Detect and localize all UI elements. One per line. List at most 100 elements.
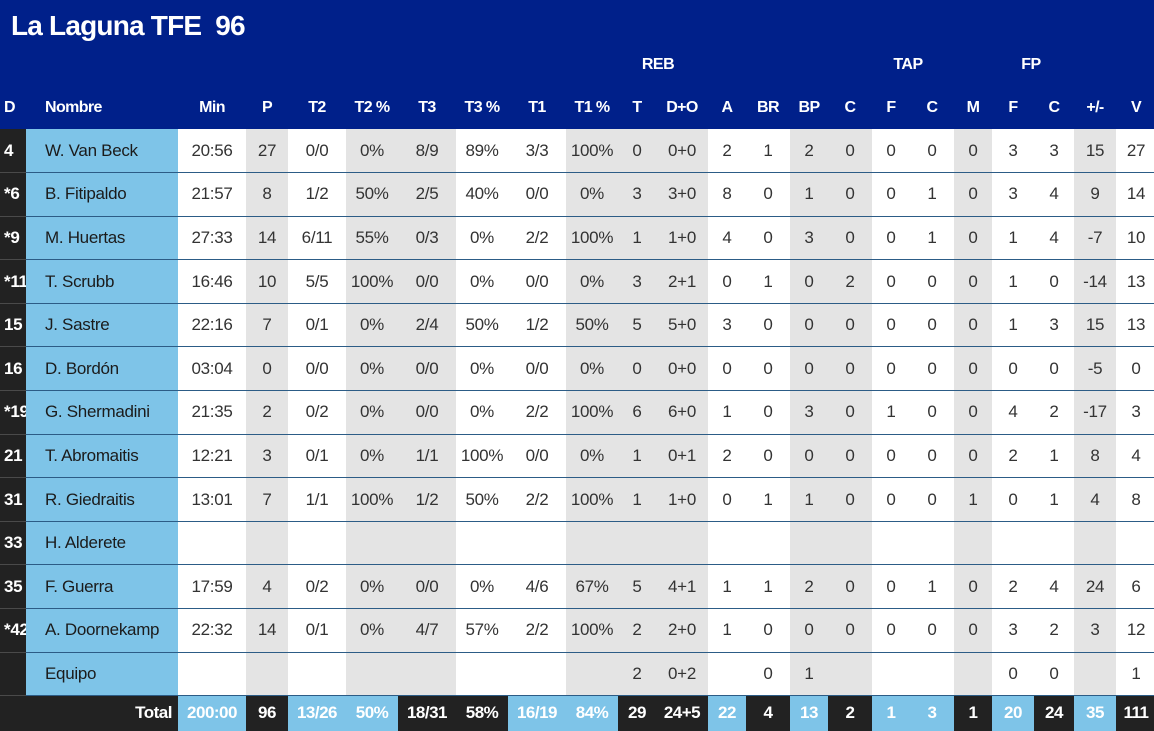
column-header-a[interactable]: A — [708, 87, 746, 129]
column-header-reb-do[interactable]: D+O — [656, 87, 708, 129]
stat-tap-c2: 1 — [910, 172, 954, 217]
stat-tap-c: 0 — [828, 608, 872, 653]
stat-reb-do: 4+1 — [656, 564, 708, 610]
stat-plus-minus: -14 — [1074, 259, 1116, 304]
player-name[interactable]: G. Shermadini — [26, 390, 178, 435]
group-header-tap: TAP — [893, 56, 923, 73]
column-header-fp-c[interactable]: C — [1034, 87, 1074, 129]
stat-m: 0 — [954, 346, 992, 392]
stat-plus-minus: 15 — [1074, 303, 1116, 348]
column-header-t3[interactable]: T3 — [398, 87, 456, 129]
stat-tap-c: 0 — [828, 172, 872, 217]
column-header-v[interactable]: V — [1116, 87, 1154, 129]
stat-t2-pct — [346, 652, 398, 697]
stat-tap-f: 0 — [872, 216, 910, 261]
column-header-reb-t[interactable]: T — [618, 87, 656, 129]
stat-reb-do: 1+0 — [656, 477, 708, 522]
column-header-t1-pct[interactable]: T1 % — [566, 87, 618, 129]
stat-m — [954, 652, 992, 697]
column-header-tap-c[interactable]: C — [828, 87, 872, 129]
stat-t1 — [508, 652, 566, 697]
stat-a: 1 — [708, 608, 746, 653]
player-number: *19 — [0, 390, 26, 435]
stat-reb-do: 2+1 — [656, 259, 708, 304]
stat-t2 — [288, 652, 346, 697]
stat-tap-c: 0 — [828, 477, 872, 522]
player-name[interactable]: A. Doornekamp — [26, 608, 178, 653]
stat-br — [746, 521, 790, 566]
box-score-table: D Nombre Min P T2 T2 % T3 T3 % T1 T1 % T D+O A BR BP C F… — [0, 87, 1154, 731]
column-header-tap-f[interactable]: F — [872, 87, 910, 129]
player-name[interactable]: W. Van Beck — [26, 129, 178, 174]
player-number: 35 — [0, 564, 26, 610]
stat-bp: 3 — [790, 216, 828, 261]
column-header-plus-minus[interactable]: +/- — [1074, 87, 1116, 129]
column-header-tap-c2[interactable]: C — [910, 87, 954, 129]
stat-t3-pct: 89% — [456, 129, 508, 174]
column-header-m[interactable]: M — [954, 87, 992, 129]
stat-v: 27 — [1116, 129, 1154, 174]
column-header-dor[interactable]: D — [0, 87, 26, 129]
table-row: 21 T. Abromaitis 12:21 3 0/1 0% 1/1 100% 0/0 0% 1 0… — [0, 434, 1154, 479]
stat-tap-c2 — [910, 521, 954, 566]
stat-t1: 2/2 — [508, 608, 566, 653]
stat-min — [178, 521, 246, 566]
stat-bp: 1 — [790, 652, 828, 697]
player-name[interactable]: T. Scrubb — [26, 259, 178, 304]
stat-t3: 0/3 — [398, 216, 456, 261]
stat-t1: 0/0 — [508, 259, 566, 304]
stat-t2: 0/1 — [288, 434, 346, 479]
stat-tap-c2: 0 — [910, 608, 954, 653]
stat-bp: 0 — [790, 434, 828, 479]
stat-fp-c: 4 — [1034, 564, 1074, 610]
team-title-bar: La Laguna TFE 96 REB TAP FP — [0, 0, 1154, 87]
player-name[interactable]: R. Giedraitis — [26, 477, 178, 522]
stat-m: 0 — [954, 303, 992, 348]
stat-tap-c2: 1 — [910, 564, 954, 610]
player-name[interactable]: T. Abromaitis — [26, 434, 178, 479]
player-name[interactable]: Equipo — [26, 652, 178, 697]
stat-t3-pct: 50% — [456, 303, 508, 348]
stat-p: 3 — [246, 434, 288, 479]
player-name[interactable]: D. Bordón — [26, 346, 178, 392]
stat-fp-c: 0 — [1034, 346, 1074, 392]
player-name[interactable]: B. Fitipaldo — [26, 172, 178, 217]
column-header-fp-f[interactable]: F — [992, 87, 1034, 129]
stat-t1 — [508, 521, 566, 566]
column-header-t1[interactable]: T1 — [508, 87, 566, 129]
player-name[interactable]: F. Guerra — [26, 564, 178, 610]
player-number: *6 — [0, 172, 26, 217]
player-name[interactable]: M. Huertas — [26, 216, 178, 261]
stat-fp-f: 0 — [992, 652, 1034, 697]
column-header-t2[interactable]: T2 — [288, 87, 346, 129]
column-header-nombre[interactable]: Nombre — [26, 87, 178, 129]
player-name[interactable]: J. Sastre — [26, 303, 178, 348]
stat-fp-f: 4 — [992, 390, 1034, 435]
total-p: 96 — [246, 695, 288, 731]
stat-br: 0 — [746, 434, 790, 479]
stat-tap-c: 0 — [828, 434, 872, 479]
column-header-p[interactable]: P — [246, 87, 288, 129]
stat-tap-c: 0 — [828, 303, 872, 348]
column-header-bp[interactable]: BP — [790, 87, 828, 129]
stat-br: 0 — [746, 390, 790, 435]
stat-tap-f: 1 — [872, 390, 910, 435]
column-header-br[interactable]: BR — [746, 87, 790, 129]
stat-min: 22:32 — [178, 608, 246, 653]
player-name[interactable]: H. Alderete — [26, 521, 178, 566]
column-header-min[interactable]: Min — [178, 87, 246, 129]
column-header-t3-pct[interactable]: T3 % — [456, 87, 508, 129]
stat-t1-pct: 0% — [566, 259, 618, 304]
stat-reb-t: 5 — [618, 303, 656, 348]
stat-v: 4 — [1116, 434, 1154, 479]
stat-tap-c: 0 — [828, 129, 872, 174]
stat-m: 0 — [954, 129, 992, 174]
column-header-t2-pct[interactable]: T2 % — [346, 87, 398, 129]
stat-a: 2 — [708, 434, 746, 479]
stat-bp: 2 — [790, 564, 828, 610]
stat-plus-minus: 8 — [1074, 434, 1116, 479]
stat-t2-pct — [346, 521, 398, 566]
stat-bp: 0 — [790, 608, 828, 653]
stat-bp: 0 — [790, 259, 828, 304]
